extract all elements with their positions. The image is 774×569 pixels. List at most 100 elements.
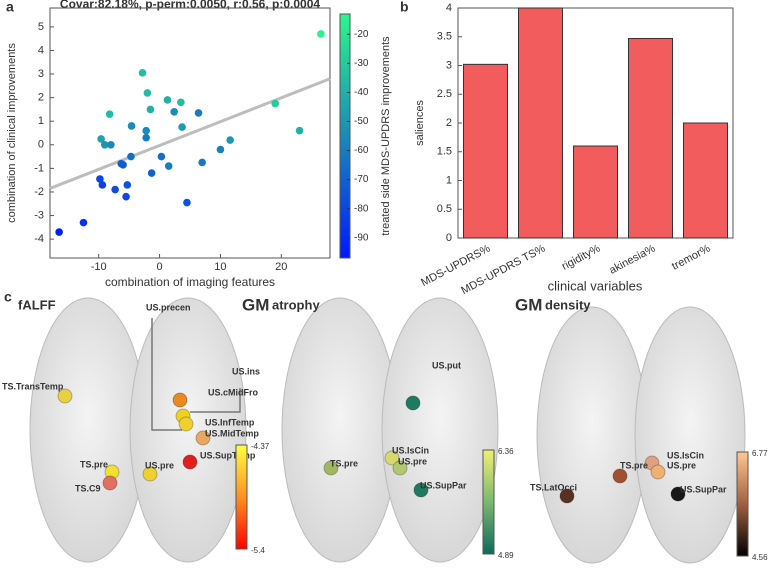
region-label: TS.pre bbox=[80, 459, 108, 469]
region-sphere bbox=[384, 450, 400, 466]
point bbox=[317, 30, 325, 38]
colorbar bbox=[339, 13, 351, 259]
bar bbox=[683, 122, 728, 239]
point bbox=[127, 152, 135, 161]
y-tick-label: 2.5 bbox=[437, 88, 452, 100]
bar bbox=[628, 37, 673, 239]
point bbox=[170, 107, 178, 116]
point bbox=[198, 158, 206, 167]
colorbar-min: -5.4 bbox=[251, 546, 265, 555]
region-sphere bbox=[182, 454, 198, 470]
y-tick-label: 0 bbox=[446, 232, 452, 244]
point bbox=[79, 218, 88, 227]
hemisphere bbox=[29, 297, 147, 563]
point bbox=[178, 123, 186, 131]
hemisphere bbox=[381, 297, 499, 563]
point bbox=[271, 99, 280, 108]
region-label: TS.C9 bbox=[75, 483, 101, 493]
colorbar-tick-label: -80 bbox=[354, 203, 369, 214]
x-axis-label: combination of imaging features bbox=[105, 275, 275, 289]
colorbar-label: treated side MDS-UPDRS improvements bbox=[380, 36, 392, 236]
region-sphere bbox=[670, 486, 686, 502]
point bbox=[226, 136, 234, 144]
region-sphere bbox=[405, 395, 421, 411]
region-label: US.put bbox=[432, 360, 461, 370]
region-sphere bbox=[650, 464, 666, 480]
y-tick-label: 2 bbox=[446, 117, 452, 129]
region-label: US.IsCin bbox=[667, 450, 704, 460]
point bbox=[122, 192, 130, 201]
point bbox=[157, 152, 166, 161]
point bbox=[146, 105, 155, 114]
y-tick-label: -3 bbox=[34, 209, 44, 221]
point bbox=[111, 185, 119, 194]
x-tick-label: 10 bbox=[214, 261, 226, 273]
point bbox=[105, 110, 114, 118]
map-title: density bbox=[545, 297, 591, 312]
bar bbox=[518, 7, 563, 239]
region-label: TS.LatOcci bbox=[530, 482, 577, 492]
point bbox=[142, 126, 150, 135]
panel-letter: c bbox=[4, 289, 12, 305]
region-label: US.IsCin bbox=[392, 445, 429, 455]
point bbox=[295, 126, 304, 135]
bar bbox=[573, 145, 618, 239]
y-tick-label: -1 bbox=[34, 162, 44, 174]
region-sphere bbox=[57, 388, 73, 404]
hemisphere bbox=[634, 306, 746, 564]
region-sphere bbox=[195, 430, 211, 446]
point bbox=[143, 89, 152, 97]
y-tick-label: 2 bbox=[38, 92, 44, 104]
fit-line bbox=[49, 77, 331, 190]
colorbar-max: 6.36 bbox=[498, 447, 514, 456]
point bbox=[119, 161, 127, 169]
brains bbox=[29, 297, 746, 564]
arrow bbox=[151, 318, 182, 431]
point bbox=[177, 98, 185, 107]
point bbox=[127, 122, 136, 130]
point bbox=[164, 162, 173, 170]
colorbar-max: 6.77 bbox=[752, 449, 768, 458]
map-title: GM bbox=[242, 295, 269, 314]
region-label: US.pre bbox=[145, 460, 174, 470]
point bbox=[147, 169, 156, 177]
plot-area bbox=[49, 7, 331, 259]
region-sphere bbox=[612, 468, 628, 484]
x-tick-label: rigidity% bbox=[560, 243, 603, 273]
region-label: US.ins bbox=[232, 366, 260, 376]
region-label: US.precen bbox=[146, 302, 191, 312]
colorbar-tick-label: -60 bbox=[354, 145, 369, 156]
colorbar-tick-label: -90 bbox=[354, 232, 369, 243]
map-title: atrophy bbox=[272, 297, 320, 312]
colorbar bbox=[736, 451, 749, 557]
arrow bbox=[190, 388, 241, 413]
colorbar-tick-label: -50 bbox=[354, 116, 369, 127]
y-tick-label: 1 bbox=[446, 174, 452, 186]
region-sphere bbox=[323, 460, 339, 476]
bar bbox=[463, 63, 508, 239]
y-tick-label: 0 bbox=[38, 139, 44, 151]
y-tick-label: 3 bbox=[38, 68, 44, 80]
region-label: US.InfTemp bbox=[205, 417, 255, 427]
y-tick-label: 3.5 bbox=[437, 31, 452, 43]
x-tick-label: 0 bbox=[157, 261, 163, 273]
point bbox=[194, 109, 203, 117]
region-sphere bbox=[178, 416, 194, 432]
region-label: US.pre bbox=[667, 460, 696, 470]
y-tick-label: -4 bbox=[34, 233, 44, 245]
colorbar-tick-label: -70 bbox=[354, 174, 369, 185]
point bbox=[123, 181, 132, 189]
x-tick-label: tremor% bbox=[670, 243, 713, 273]
colorbar bbox=[482, 449, 495, 555]
point bbox=[100, 140, 109, 149]
y-tick-label: 1 bbox=[38, 115, 44, 127]
region-label: US.SupPar bbox=[680, 484, 727, 494]
y-tick-label: 1.5 bbox=[437, 146, 452, 158]
x-tick-label: -10 bbox=[91, 261, 107, 273]
x-axis-label: clinical variables bbox=[548, 278, 643, 293]
y-tick-label: 0.5 bbox=[437, 203, 452, 215]
colorbar-min: 4.56 bbox=[752, 553, 768, 562]
map-title: fALFF bbox=[18, 297, 56, 312]
region-sphere bbox=[559, 488, 575, 504]
